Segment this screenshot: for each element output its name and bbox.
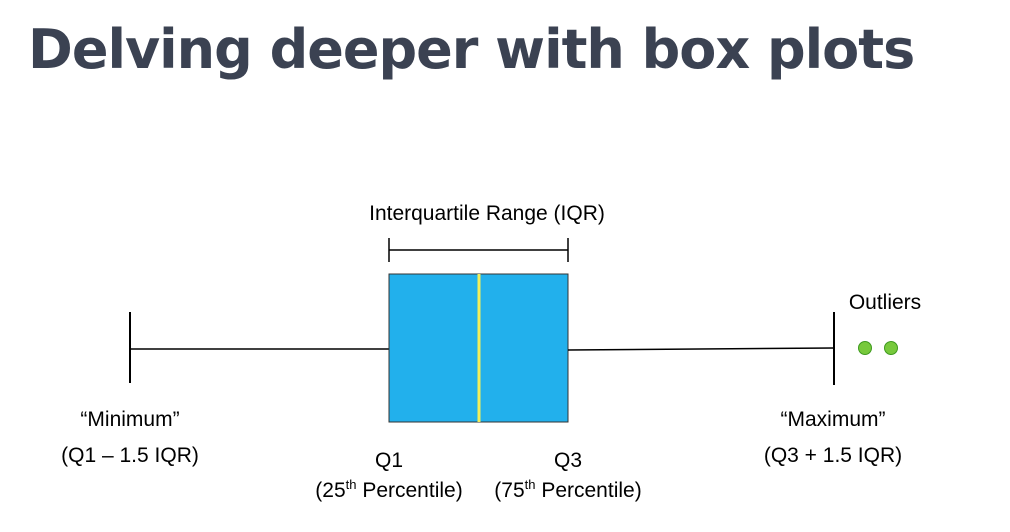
outlier-point xyxy=(884,341,898,355)
q3-label: Q3 xyxy=(554,449,582,472)
right-whisker-line xyxy=(567,347,835,351)
maximum-label: “Maximum” xyxy=(781,408,886,431)
q3-percentile: (75th Percentile) xyxy=(494,477,641,502)
slide-title: Delving deeper with box plots xyxy=(28,18,915,81)
minimum-formula: (Q1 – 1.5 IQR) xyxy=(61,444,199,467)
q1-percentile: (25th Percentile) xyxy=(315,477,462,502)
iqr-label: Interquartile Range (IQR) xyxy=(369,202,605,225)
q1-percentile-sup: th xyxy=(346,477,357,492)
q3-percentile-sup: th xyxy=(525,477,536,492)
q1-percentile-post: Percentile) xyxy=(356,479,462,502)
q1-label: Q1 xyxy=(375,449,403,472)
iqr-bracket xyxy=(388,238,569,262)
maximum-formula: (Q3 + 1.5 IQR) xyxy=(764,444,902,467)
outliers-label: Outliers xyxy=(849,291,921,314)
minimum-label: “Minimum” xyxy=(80,408,179,431)
q3-percentile-pre: (75 xyxy=(494,479,524,502)
q3-percentile-post: Percentile) xyxy=(535,479,641,502)
outlier-point xyxy=(858,341,872,355)
q1-percentile-pre: (25 xyxy=(315,479,345,502)
